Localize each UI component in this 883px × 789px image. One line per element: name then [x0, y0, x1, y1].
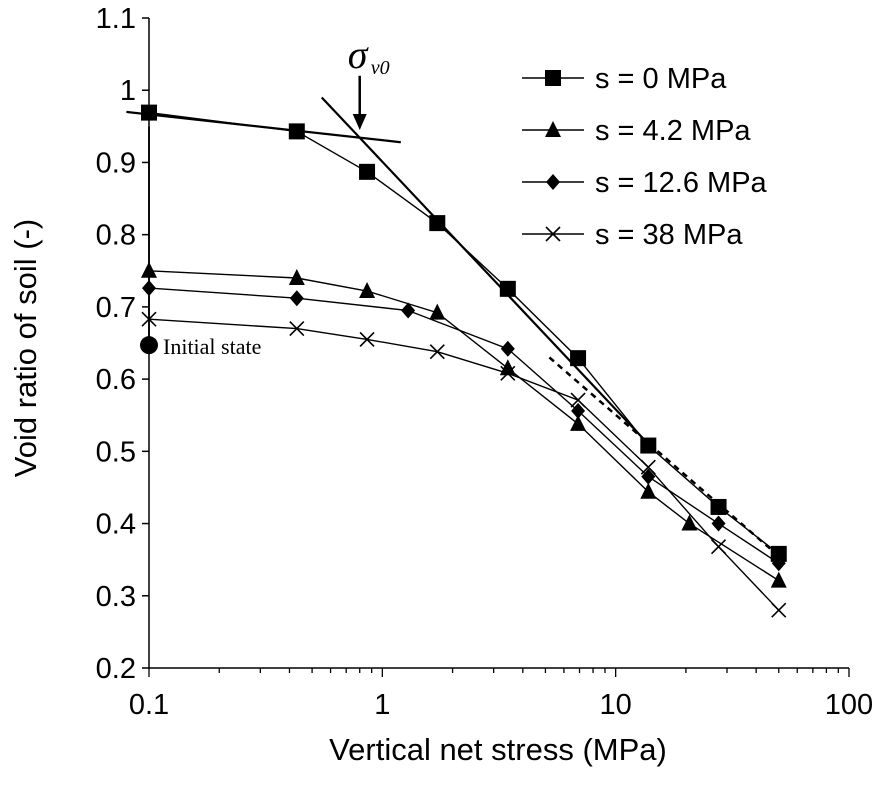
legend-label: s = 12.6 MPa: [595, 167, 768, 199]
legend-entry-4: s = 38 MPa: [522, 219, 743, 251]
sigma-subscript: v0: [371, 57, 390, 79]
data-point: [141, 311, 157, 327]
data-point: [770, 545, 787, 562]
x-tick-label: 1: [374, 689, 390, 721]
data-point: [681, 514, 698, 531]
data-point: [499, 280, 516, 297]
cross-stroke: [429, 344, 445, 360]
y-tick-label: 0.9: [96, 147, 136, 179]
data-point: [570, 392, 586, 408]
y-tick-label: 0.3: [96, 581, 136, 613]
series-layer: [141, 104, 787, 618]
x-tick-label: 10: [600, 689, 632, 721]
y-tick-label: 0.7: [96, 292, 136, 324]
series-1: [141, 104, 787, 562]
cross-stroke: [545, 226, 561, 242]
data-point: [141, 104, 157, 121]
data-point: [640, 482, 657, 499]
x-tick-label: 100: [825, 689, 873, 721]
data-point: [641, 468, 656, 485]
data-point: [289, 290, 304, 307]
legend-entry-3: s = 12.6 MPa: [522, 167, 768, 199]
data-point: [429, 215, 446, 232]
data-point: [770, 571, 787, 588]
x-axis-label: Vertical net stress (MPa): [329, 732, 667, 767]
cross-stroke: [359, 331, 375, 347]
data-point: [142, 280, 156, 297]
data-point: [640, 459, 656, 475]
legend-marker: [546, 174, 560, 190]
tangent-line: [320, 96, 651, 447]
data-point: [288, 269, 305, 285]
data-point: [288, 123, 305, 140]
series-line: [148, 287, 780, 564]
data-point: [771, 602, 787, 618]
data-point: [710, 539, 727, 555]
initial-state-marker: [140, 336, 158, 355]
y-tick-label: 1.1: [96, 3, 136, 35]
data-point: [710, 498, 727, 515]
y-tick-label: 0.4: [96, 509, 136, 541]
data-point: [500, 340, 515, 357]
data-point: [401, 302, 416, 319]
initial-state-label: Initial state: [163, 334, 261, 359]
data-point: [640, 437, 657, 454]
data-point: [570, 414, 587, 431]
legend: s = 0 MPa s = 4.2 MPa s = 12.6 MPa s = 38 M…: [522, 63, 768, 251]
sigma-label: σ: [348, 32, 369, 77]
legend-marker: [545, 226, 561, 242]
data-point: [289, 320, 305, 337]
data-point: [570, 350, 587, 367]
legend-marker: [545, 70, 561, 86]
data-point: [711, 515, 726, 532]
y-tick-label: 1: [120, 75, 136, 107]
cross-stroke: [771, 602, 787, 618]
cross-stroke: [570, 392, 586, 408]
data-point: [771, 555, 786, 572]
legend-entry-2: s = 4.2 MPa: [522, 115, 751, 147]
series-line: [148, 270, 780, 582]
data-point: [429, 344, 445, 360]
cross-stroke: [289, 320, 305, 337]
series-2: [141, 261, 787, 588]
series-4: [141, 311, 787, 618]
legend-marker: [545, 121, 561, 137]
cross-stroke: [500, 365, 516, 381]
y-tick-label: 0.2: [96, 653, 136, 685]
data-point: [571, 402, 586, 419]
y-tick-label: 0.8: [96, 220, 136, 252]
series-3: [142, 280, 786, 572]
y-tick-label: 0.6: [96, 364, 136, 396]
legend-label: s = 4.2 MPa: [595, 115, 751, 147]
annotations: Initial state σ v0: [126, 32, 780, 558]
data-point: [359, 331, 375, 347]
y-axis-label: Void ratio of soil (-): [8, 219, 43, 477]
x-tick-label: 0.1: [129, 689, 169, 721]
legend-entry-1: s = 0 MPa: [522, 63, 727, 95]
cross-stroke: [141, 311, 157, 327]
data-point: [429, 303, 446, 320]
data-point: [141, 261, 157, 278]
cross-stroke: [710, 539, 727, 555]
data-point: [359, 163, 376, 180]
legend-label: s = 0 MPa: [595, 63, 727, 95]
cross-stroke: [640, 459, 656, 475]
series-line: [148, 318, 780, 611]
axes: 0.2 0.3 0.4 0.5 0.6 0.7 0.8 0.9 1 1.1 0.1 1 10 100: [96, 3, 874, 721]
y-tick-label: 0.5: [96, 436, 136, 468]
legend-label: s = 38 MPa: [595, 219, 743, 251]
data-point: [359, 282, 376, 298]
data-point: [500, 365, 516, 381]
data-point: [499, 359, 516, 376]
preconsolidation-arrow-head: [352, 113, 367, 130]
